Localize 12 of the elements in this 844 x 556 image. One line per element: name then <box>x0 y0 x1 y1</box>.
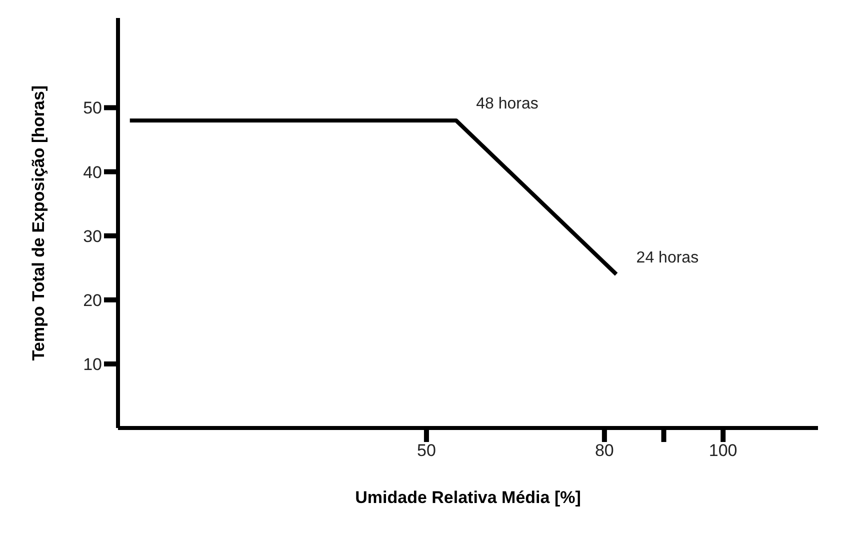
y-tick-label: 40 <box>83 162 102 182</box>
y-tick-label: 20 <box>83 290 102 310</box>
x-tick-label: 100 <box>708 441 738 460</box>
y-tick-label: 50 <box>83 98 102 118</box>
x-tick-label: 50 <box>417 441 436 460</box>
annotation: 24 horas <box>636 249 699 266</box>
annotation: 48 horas <box>476 96 538 112</box>
y-axis-title: Tempo Total de Exposição [horas] <box>29 85 48 361</box>
x-axis-title: Umidade Relativa Média [%] <box>355 488 581 507</box>
y-tick-label: 10 <box>83 354 102 374</box>
y-tick-label: 30 <box>83 226 102 246</box>
x-tick-label: 80 <box>594 441 614 460</box>
